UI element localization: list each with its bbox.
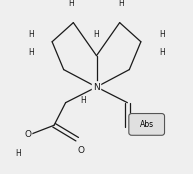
Text: Abs: Abs (140, 120, 154, 129)
Text: O: O (78, 146, 85, 155)
Text: H: H (28, 48, 34, 57)
Text: H: H (119, 0, 124, 8)
Text: N: N (93, 82, 100, 92)
Text: O: O (25, 130, 31, 139)
Text: H: H (69, 0, 74, 8)
Text: H: H (28, 30, 34, 39)
Text: H: H (159, 30, 165, 39)
Text: H: H (94, 30, 99, 39)
Text: H: H (15, 149, 21, 158)
FancyBboxPatch shape (129, 114, 164, 135)
Text: H: H (80, 96, 86, 105)
Text: H: H (159, 48, 165, 57)
